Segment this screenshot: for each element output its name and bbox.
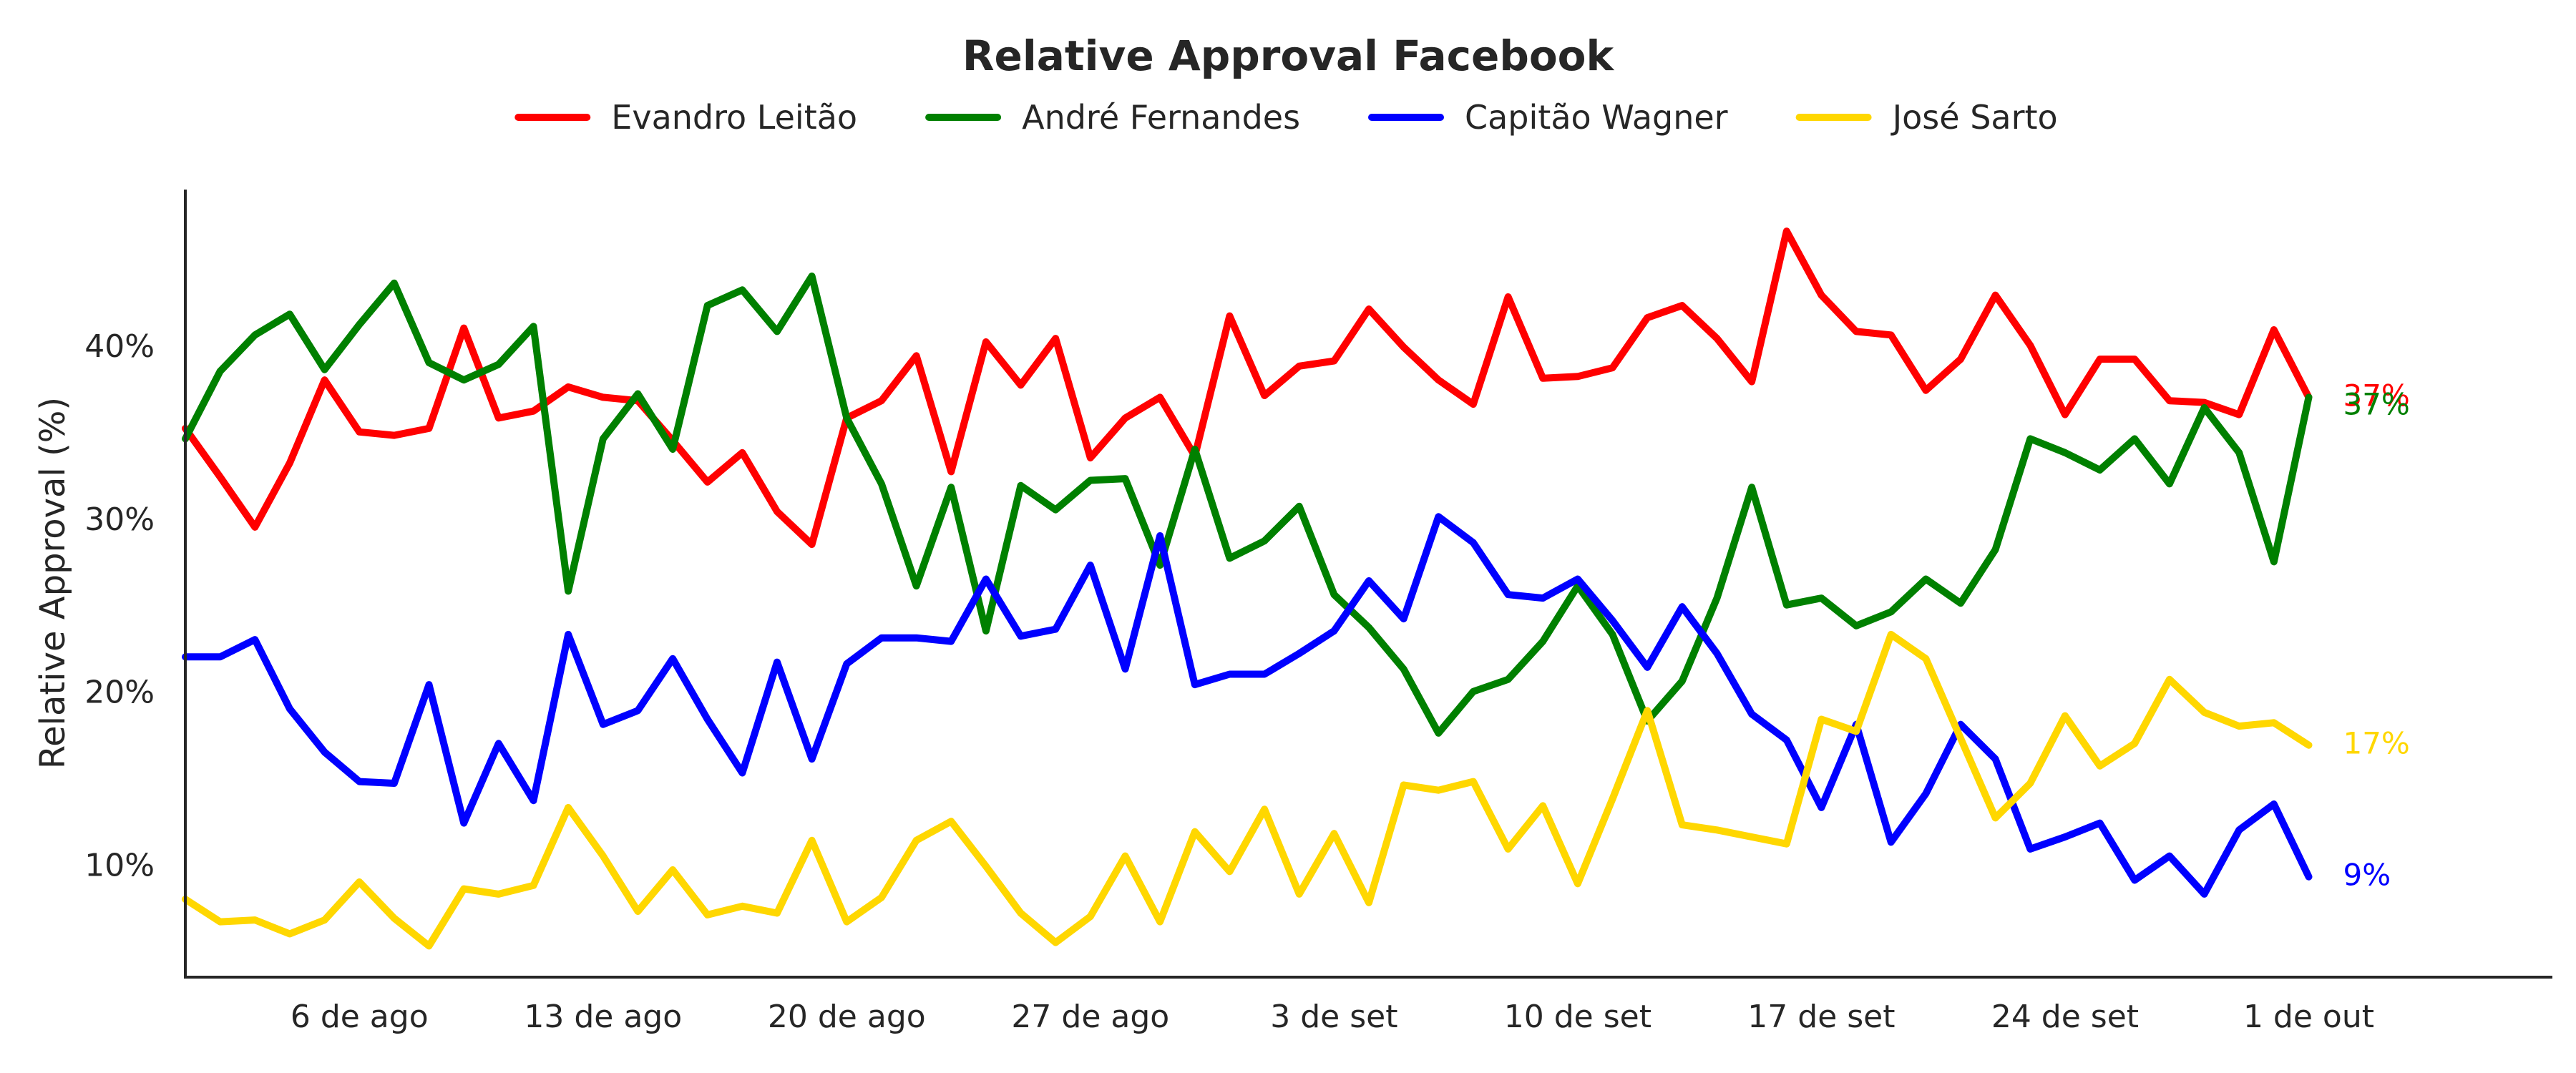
series-line-3 [182,630,2313,950]
series-line-1 [182,273,2313,737]
y-tick-label: 10% [84,848,155,884]
legend-item: José Sarto [1795,98,2058,137]
series-line-2 [182,513,2313,898]
legend-label: Evandro Leitão [611,98,857,137]
legend-label: André Fernandes [1022,98,1300,137]
end-label-series-0: 37% [2343,378,2409,413]
x-tick-label: 27 de ago [1011,999,1169,1035]
chart-title: Relative Approval Facebook [962,31,1615,80]
legend-label: José Sarto [1890,98,2058,137]
x-tick-label: 1 de out [2243,999,2374,1035]
x-tick-label: 13 de ago [524,999,682,1035]
end-label-series-1: 37% [2343,386,2409,421]
y-axis-label: Relative Approval (%) [33,397,73,769]
y-tick-label: 40% [84,328,155,365]
legend-item: Capitão Wagner [1368,98,1728,137]
x-tick-label: 10 de set [1504,999,1652,1035]
x-tick-label: 24 de set [1991,999,2139,1035]
x-tick-label: 6 de ago [291,999,429,1035]
x-tick-label: 20 de ago [768,999,926,1035]
y-tick-labels: 10% 20% 30% 40% [84,328,155,884]
end-labels: 37%37% 9% 17% [2343,378,2409,892]
plot-area [182,227,2313,950]
legend-label: Capitão Wagner [1465,98,1728,137]
end-label-series-3: 17% [2343,726,2409,761]
end-label-series-2: 9% [2343,858,2391,893]
x-tick-label: 17 de set [1747,999,1895,1035]
x-tick-labels: 6 de ago 13 de ago 20 de ago 27 de ago 3 de … [291,999,2374,1035]
series-line-0 [182,227,2313,549]
legend: Evandro Leitão André Fernandes Capitão Wag… [514,98,2058,137]
y-tick-label: 20% [84,675,155,711]
x-tick-label: 3 de set [1270,999,1397,1035]
y-tick-label: 30% [84,501,155,538]
legend-item: Evandro Leitão [514,98,857,137]
legend-item: André Fernandes [925,98,1300,137]
